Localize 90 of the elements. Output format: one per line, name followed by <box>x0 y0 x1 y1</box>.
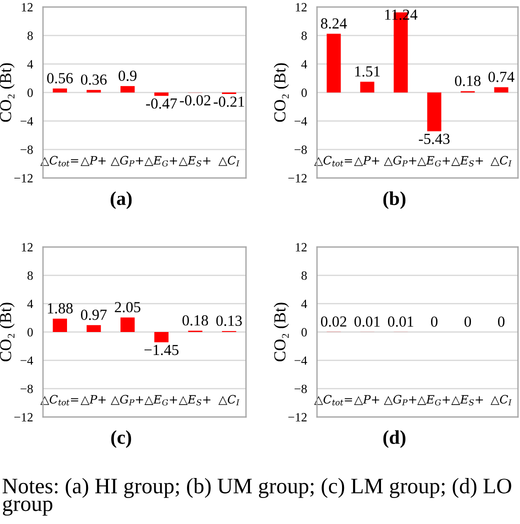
data-label: -0.21 <box>214 96 244 107</box>
data-label: -0.02 <box>180 95 210 106</box>
data-label: 0.01 <box>388 316 414 327</box>
x-tick-label: △G$_{P}$+ <box>110 394 144 406</box>
data-label: 0.9 <box>118 70 137 81</box>
y-tick-label: −12 <box>14 413 33 422</box>
y-tick-label: 12 <box>296 243 307 252</box>
y-tick-label: −4 <box>294 117 308 126</box>
x-tick-label: △E$_{S}$+ <box>451 395 483 406</box>
x-tick-label: △P+ <box>80 156 106 166</box>
x-tick-label: △E$_{G}$+ <box>144 395 178 406</box>
y-tick-label: 0 <box>302 88 307 97</box>
data-label: −1.45 <box>144 344 178 356</box>
bar <box>52 318 68 332</box>
bar <box>86 90 101 92</box>
y-tick-label: 4 <box>27 60 34 68</box>
y-tick-label: −4 <box>294 356 308 365</box>
data-label: 8.24 <box>320 18 347 29</box>
y-tick-label: −8 <box>20 384 33 394</box>
x-tick-label: △E$_{G}$+ <box>144 156 178 166</box>
y-tick-label: −12 <box>14 174 33 182</box>
bar <box>154 332 169 342</box>
x-tick-label: △C$_{I}$ <box>490 156 512 166</box>
x-tick-label: △G$_{P}$+ <box>384 394 416 406</box>
bar <box>360 82 374 92</box>
data-label: 0.74 <box>488 72 514 82</box>
y-tick-label: 12 <box>22 3 33 12</box>
data-label: 0.97 <box>80 310 107 320</box>
data-label: 0.18 <box>182 315 208 326</box>
text: (d) <box>383 430 406 448</box>
text: (c) <box>111 430 132 448</box>
data-label: 1.88 <box>48 303 73 314</box>
bar <box>120 317 135 332</box>
y-axis-title: CO₂ (Bt) <box>274 302 289 362</box>
y-tick-label: 8 <box>302 32 307 40</box>
x-tick-label: △P+ <box>354 156 380 166</box>
data-label: 1.51 <box>355 66 380 77</box>
text: (a) <box>110 191 132 210</box>
y-tick-label: 12 <box>22 243 33 252</box>
x-tick-label: △C$_{I}$ <box>218 394 240 406</box>
bar <box>326 34 341 92</box>
bar <box>120 86 135 92</box>
y-tick-label: −8 <box>294 384 307 394</box>
x-tick-label: △P+ <box>80 395 106 405</box>
y-tick-label: −4 <box>20 356 34 365</box>
x-tick-label: △G$_{P}$+ <box>110 156 144 166</box>
bar <box>154 92 169 96</box>
y-tick-label: −8 <box>20 146 33 154</box>
data-label: 2.05 <box>114 302 140 312</box>
y-tick-label: −8 <box>294 146 307 154</box>
data-label: -5.43 <box>418 134 450 144</box>
data-label: 0 <box>464 316 471 327</box>
data-label: 0 <box>498 316 504 327</box>
y-tick-label: 0 <box>28 328 33 336</box>
x-tick-label: △E$_{S}$+ <box>451 156 483 166</box>
y-tick-label: 8 <box>28 271 33 280</box>
y-tick-label: 12 <box>296 3 307 12</box>
data-label: -0.47 <box>146 98 177 109</box>
data-label: 0.13 <box>216 316 242 326</box>
x-tick-label: △E$_{G}$+ <box>417 156 450 166</box>
x-tick-label: △E$_{S}$+ <box>178 156 210 166</box>
data-label: 0.01 <box>354 316 380 327</box>
y-tick-label: 4 <box>301 60 308 68</box>
bar <box>494 87 508 92</box>
bar <box>427 92 442 132</box>
x-tick-label: △C$_{I}$ <box>218 156 240 166</box>
y-tick-label: −12 <box>288 413 307 422</box>
bar <box>52 88 68 92</box>
y-axis-title: CO₂ (Bt) <box>274 63 289 122</box>
x-tick-label: △G$_{P}$+ <box>384 156 416 166</box>
y-tick-label: 8 <box>28 32 33 40</box>
x-tick-label: △P+ <box>354 395 380 405</box>
y-tick-label: 8 <box>302 271 307 280</box>
data-label: 0.56 <box>47 73 73 84</box>
y-tick-label: 4 <box>301 300 308 308</box>
y-tick-label: 4 <box>27 300 34 308</box>
x-tick-label: △E$_{S}$+ <box>178 395 210 406</box>
data-label: 0 <box>431 316 438 327</box>
text: Notes: (a) HI group; (b) UM group; (c) LM group; (d) LO group <box>2 478 512 516</box>
data-label: 0.18 <box>454 76 481 86</box>
y-tick-label: 0 <box>302 328 307 336</box>
data-label: 0.02 <box>320 316 346 327</box>
y-tick-label: −12 <box>288 174 307 182</box>
bar <box>86 325 101 332</box>
y-tick-label: 0 <box>28 88 33 97</box>
text: (b) <box>383 191 406 210</box>
x-tick-label: △C$_{I}$ <box>490 394 512 406</box>
data-label: 0.36 <box>80 74 107 85</box>
y-tick-label: −4 <box>20 117 34 126</box>
x-tick-label: △E$_{G}$+ <box>417 395 450 406</box>
